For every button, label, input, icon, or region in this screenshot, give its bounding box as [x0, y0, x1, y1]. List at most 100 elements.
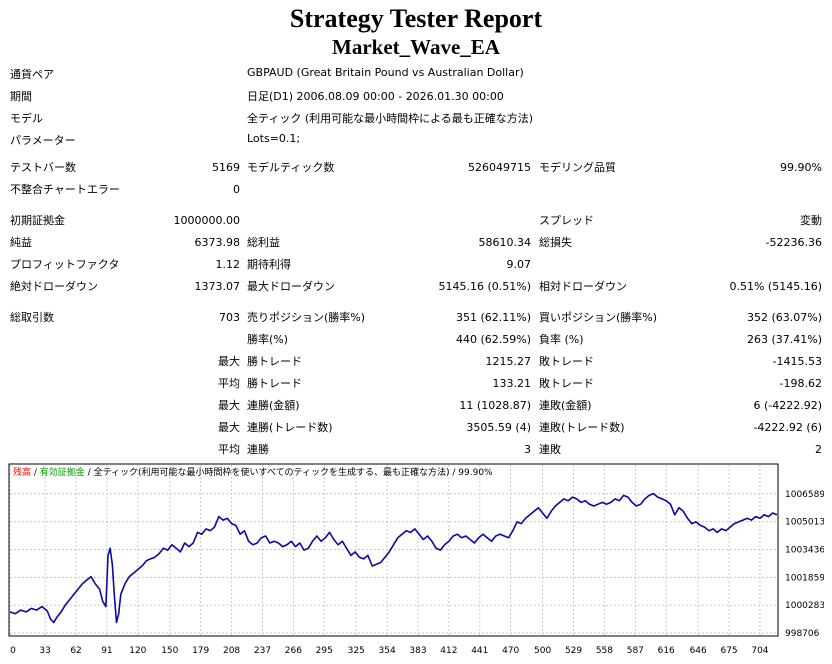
consecutive-losses-label: 連敗(金額) — [539, 399, 592, 412]
model-value: 全ティック (利用可能な最小時間枠による最も正確な方法) — [247, 112, 534, 125]
y-tick-label: 1000283 — [785, 601, 824, 611]
legend-separator: / — [85, 468, 94, 478]
symbol-label: 通貨ペア — [10, 68, 54, 81]
short-positions-value: 351 (62.11%) — [455, 311, 531, 324]
gross-loss-value: -52236.36 — [765, 236, 822, 249]
spread-label: スプレッド — [539, 214, 594, 227]
x-tick-label: 529 — [565, 646, 582, 656]
total-trades-value: 703 — [219, 311, 240, 324]
largest-loss-value: -1415.53 — [772, 355, 822, 368]
legend-model: 全ティック(利用可能な最小時間枠を使いすべてのティックを生成する、最も正確な方法… — [94, 466, 450, 478]
expected-payoff-label: 期待利得 — [247, 258, 291, 271]
x-tick-label: 179 — [192, 646, 209, 656]
x-tick-label: 441 — [471, 646, 488, 656]
maximal-drawdown-label: 最大ドローダウン — [247, 280, 335, 293]
mismatch-value: 0 — [233, 183, 240, 196]
period-value: 日足(D1) 2006.08.09 00:00 - 2026.01.30 00:… — [247, 90, 504, 103]
average-consecutive-losses-label: 連敗 — [539, 443, 561, 456]
consecutive-loss-label: 連敗(トレード数) — [539, 421, 625, 434]
chart-plot-area — [8, 463, 779, 637]
x-tick-label: 412 — [440, 646, 457, 656]
balance-line — [9, 492, 778, 624]
total-trades-label: 総取引数 — [10, 311, 54, 324]
largest-profit-value: 1215.27 — [485, 355, 532, 368]
gross-profit-value: 58610.34 — [478, 236, 532, 249]
average-profit-label: 勝トレード — [247, 377, 302, 390]
average-label: 平均 — [218, 377, 240, 390]
y-tick-label: 1001859 — [785, 573, 824, 583]
info-row-parameters: パラメーター Lots=0.1; — [0, 129, 832, 149]
x-tick-label: 150 — [161, 646, 178, 656]
average-consecutive-label: 平均 — [218, 443, 240, 456]
x-tick-label: 208 — [223, 646, 240, 656]
parameters-value: Lots=0.1; — [247, 132, 301, 145]
short-positions-label: 売りポジション(勝率%) — [247, 311, 366, 324]
relative-drawdown-value: 0.51% (5145.16) — [729, 280, 822, 293]
chart-grid — [9, 465, 777, 635]
balance-chart: 残高 / 有効証拠金 / 全ティック(利用可能な最小時間枠を使いすべてのティック… — [8, 463, 824, 662]
info-row-period: 期間 日足(D1) 2006.08.09 00:00 - 2026.01.30 … — [0, 85, 832, 105]
long-positions-label: 買いポジション(勝率%) — [539, 311, 658, 324]
y-axis-ticks: 1006589 1005013 1003436 1001859 1000283 99870… — [785, 490, 824, 639]
largest-loss-label: 敗トレード — [539, 355, 594, 368]
info-row-model: モデル 全ティック (利用可能な最小時間枠による最も正確な方法) — [0, 107, 832, 127]
average-consecutive-wins-value: 3 — [524, 443, 531, 456]
bars-value: 5169 — [212, 161, 240, 174]
net-profit-value: 6373.98 — [194, 236, 241, 249]
consecutive-wins-value: 11 (1028.87) — [459, 399, 531, 412]
quality-label: モデリング品質 — [539, 161, 616, 174]
loss-trades-value: 263 (37.41%) — [746, 333, 822, 346]
quality-value: 99.90% — [780, 161, 822, 174]
chart-lines — [9, 492, 778, 624]
average-consecutive-wins-label: 連勝 — [247, 443, 269, 456]
legend-quality: 99.90% — [458, 468, 493, 478]
x-tick-label: 0 — [10, 646, 16, 656]
x-tick-label: 325 — [348, 646, 365, 656]
y-tick-label: 1005013 — [785, 518, 824, 528]
consecutive-loss-value: -4222.92 (6) — [753, 421, 822, 434]
x-tick-label: 470 — [502, 646, 519, 656]
largest-label: 最大 — [218, 355, 240, 368]
ea-name: Market_Wave_EA — [332, 35, 500, 59]
info-row-symbol: 通貨ペア GBPAUD (Great Britain Pound vs Aust… — [0, 63, 832, 83]
spread-value: 変動 — [800, 214, 822, 227]
symbol-value: GBPAUD (Great Britain Pound vs Australia… — [247, 66, 524, 79]
x-tick-label: 266 — [285, 646, 302, 656]
profit-trades-value: 440 (62.59%) — [455, 333, 531, 346]
consecutive-profit-label: 連勝(トレード数) — [247, 421, 333, 434]
x-tick-label: 704 — [751, 646, 768, 656]
mismatch-label: 不整合チャートエラー — [10, 183, 120, 196]
x-tick-label: 33 — [39, 646, 50, 656]
y-tick-label: 1003436 — [785, 545, 824, 555]
maximum-label: 最大 — [218, 399, 240, 412]
maximal-label: 最大 — [218, 421, 240, 434]
x-tick-label: 646 — [690, 646, 707, 656]
legend-separator: / — [31, 468, 40, 478]
x-tick-label: 62 — [70, 646, 81, 656]
legend-balance: 残高 — [13, 466, 31, 478]
long-positions-value: 352 (63.07%) — [746, 311, 822, 324]
x-tick-label: 616 — [658, 646, 675, 656]
model-label: モデル — [10, 112, 43, 125]
consecutive-wins-label: 連勝(金額) — [247, 399, 300, 412]
expected-payoff-value: 9.07 — [506, 258, 532, 271]
profit-trades-label: 勝率(%) — [247, 333, 289, 346]
consecutive-losses-value: 6 (-4222.92) — [753, 399, 822, 412]
average-consecutive-losses-value: 2 — [815, 443, 822, 456]
absolute-drawdown-value: 1373.07 — [194, 280, 241, 293]
net-profit-label: 純益 — [10, 236, 32, 249]
parameters-label: パラメーター — [10, 134, 76, 147]
average-loss-label: 敗トレード — [539, 377, 594, 390]
profit-factor-value: 1.12 — [215, 258, 241, 271]
legend-equity: 有効証拠金 — [40, 466, 85, 478]
x-axis-ticks: 0 33 62 91 120 150 179 208 237 266 295 325 354 383 412… — [10, 646, 769, 656]
x-tick-label: 120 — [129, 646, 146, 656]
x-tick-label: 237 — [254, 646, 271, 656]
y-tick-label: 998706 — [785, 629, 820, 639]
largest-profit-label: 勝トレード — [247, 355, 302, 368]
deposit-value: 1000000.00 — [173, 214, 240, 227]
x-tick-label: 500 — [534, 646, 551, 656]
legend-separator: / — [450, 468, 459, 478]
y-tick-label: 1006589 — [785, 490, 824, 500]
average-profit-value: 133.21 — [492, 377, 532, 390]
